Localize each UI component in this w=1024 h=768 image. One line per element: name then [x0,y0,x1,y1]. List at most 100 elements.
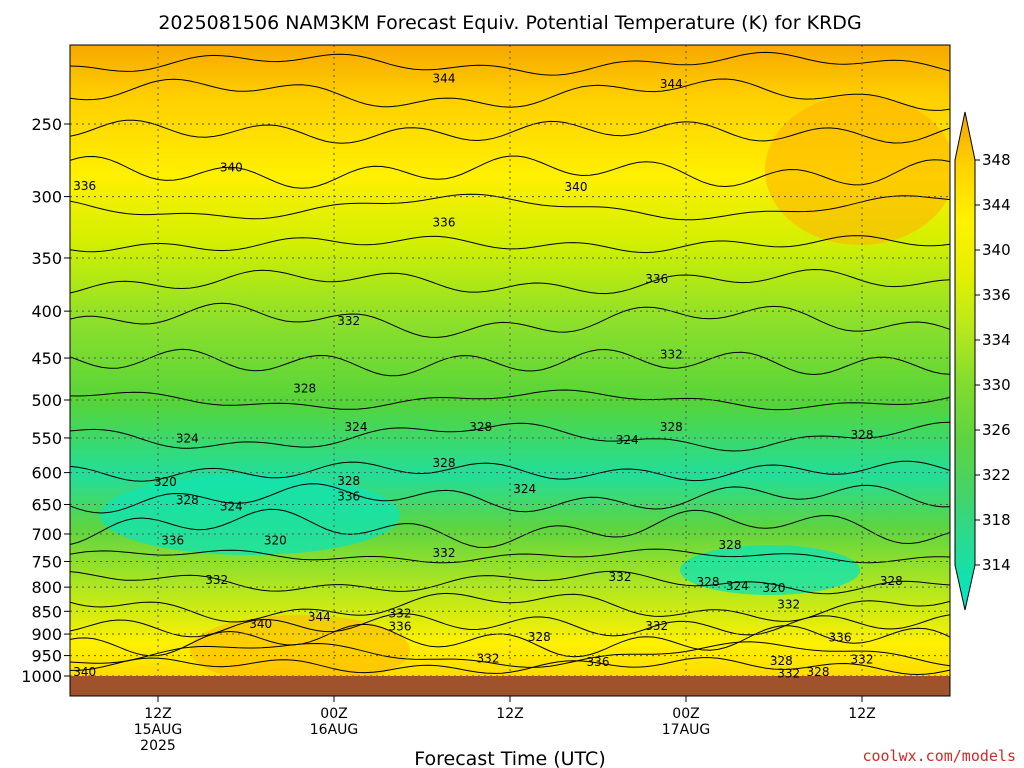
contour-label: 328 [880,574,903,588]
y-tick-label: 1000 [21,667,62,686]
colorbar-labels: 348 344 340 336 334 330 326 322 318 314 [975,151,1011,574]
contour-line [70,508,950,549]
contour-label: 340 [220,161,243,175]
contour-label: 332 [851,653,874,667]
contour-label: 332 [777,667,800,681]
contour-label: 324 [616,433,639,447]
contour-line [70,235,950,254]
x-tick-label: 16AUG [310,722,359,738]
contour-label: 332 [433,546,456,560]
y-axis: 250 300 350 400 450 500 550 600 650 700 750 800 850 9… [21,115,70,686]
contour-label: 324 [513,482,536,496]
cool-pocket [680,545,860,595]
contour-label: 328 [660,420,683,434]
colorbar-label: 340 [982,241,1011,259]
contour-label: 328 [433,456,456,470]
x-tick-label: 12Z [144,706,171,722]
colorbar-label: 336 [982,286,1011,304]
y-tick-label: 650 [31,495,62,514]
colorbar-label: 314 [982,556,1011,574]
contour-label: 328 [528,630,551,644]
contour-label: 336 [389,619,412,633]
contour-line [70,483,950,514]
colorbar-label: 330 [982,376,1011,394]
colorbar-label: 334 [982,331,1011,349]
contour-label: 332 [609,570,632,584]
contour-label: 328 [337,474,360,488]
contour-label: 340 [73,665,96,679]
contour-label: 336 [73,179,96,193]
contour-line [70,570,950,595]
contour-label: 324 [176,432,199,446]
contour-label: 320 [154,475,177,489]
contour-label: 332 [777,598,800,612]
contour-label: 328 [293,382,316,396]
x-tick-label: 12Z [848,706,875,722]
x-tick-label: 12Z [496,706,523,722]
contour-line [70,657,950,676]
contour-line [70,78,950,111]
contour-label: 320 [264,534,287,548]
y-tick-label: 450 [31,349,62,368]
y-tick-label: 250 [31,115,62,134]
y-tick-label: 550 [31,429,62,448]
contour-label: 332 [389,607,412,621]
x-tick-label: 15AUG [134,722,183,738]
contour-label: 324 [726,579,749,593]
contour-label: 340 [565,180,588,194]
contour-label: 336 [337,489,360,503]
credit-text: coolwx.com/models [862,747,1016,765]
colorbar-bar [954,111,976,611]
contour-label: 336 [829,631,852,645]
contour-label: 332 [205,573,228,587]
contour-label: 324 [345,420,368,434]
y-tick-label: 350 [31,249,62,268]
chart-title: 2025081506 NAM3KM Forecast Equiv. Potent… [158,12,861,34]
x-tick-label: 2025 [140,738,176,754]
x-tick-label: 17AUG [662,722,711,738]
grid-lines [70,45,950,677]
contour-label: 340 [249,617,272,631]
y-tick-label: 400 [31,302,62,321]
contour-line [70,389,950,411]
contour-label: 328 [770,654,793,668]
contour-label: 344 [660,77,683,91]
warm-pocket [765,95,950,245]
contour-line [70,548,950,564]
contour-lines [70,51,950,676]
y-tick-label: 850 [31,602,62,621]
y-tick-label: 700 [31,525,62,544]
x-axis-label: Forecast Time (UTC) [414,748,605,768]
contour-label: 320 [763,581,786,595]
y-tick-label: 950 [31,647,62,666]
contour-line [70,193,950,221]
contour-label: 324 [220,499,243,513]
y-tick-label: 800 [31,578,62,597]
contour-label: 336 [161,534,184,548]
contour-label: 336 [433,215,456,229]
contour-line [70,119,950,144]
y-tick-label: 300 [31,188,62,207]
ground-surface [70,676,950,696]
contour-label: 328 [176,493,199,507]
contour-label: 344 [433,71,456,85]
contour-label: 336 [645,272,668,286]
contour-line [70,348,950,377]
y-tick-label: 500 [31,391,62,410]
y-tick-label: 750 [31,552,62,571]
contour-label: 328 [807,665,830,679]
contour-label: 332 [645,619,668,633]
contour-label: 332 [477,651,500,665]
contour-label: 332 [660,347,683,361]
colorbar-label: 318 [982,511,1011,529]
contour-line [70,155,950,189]
x-tick-label: 00Z [672,706,699,722]
cool-pocket [100,475,400,555]
contour-line [70,51,950,76]
contour-label: 328 [851,428,874,442]
contour-line [70,641,950,668]
